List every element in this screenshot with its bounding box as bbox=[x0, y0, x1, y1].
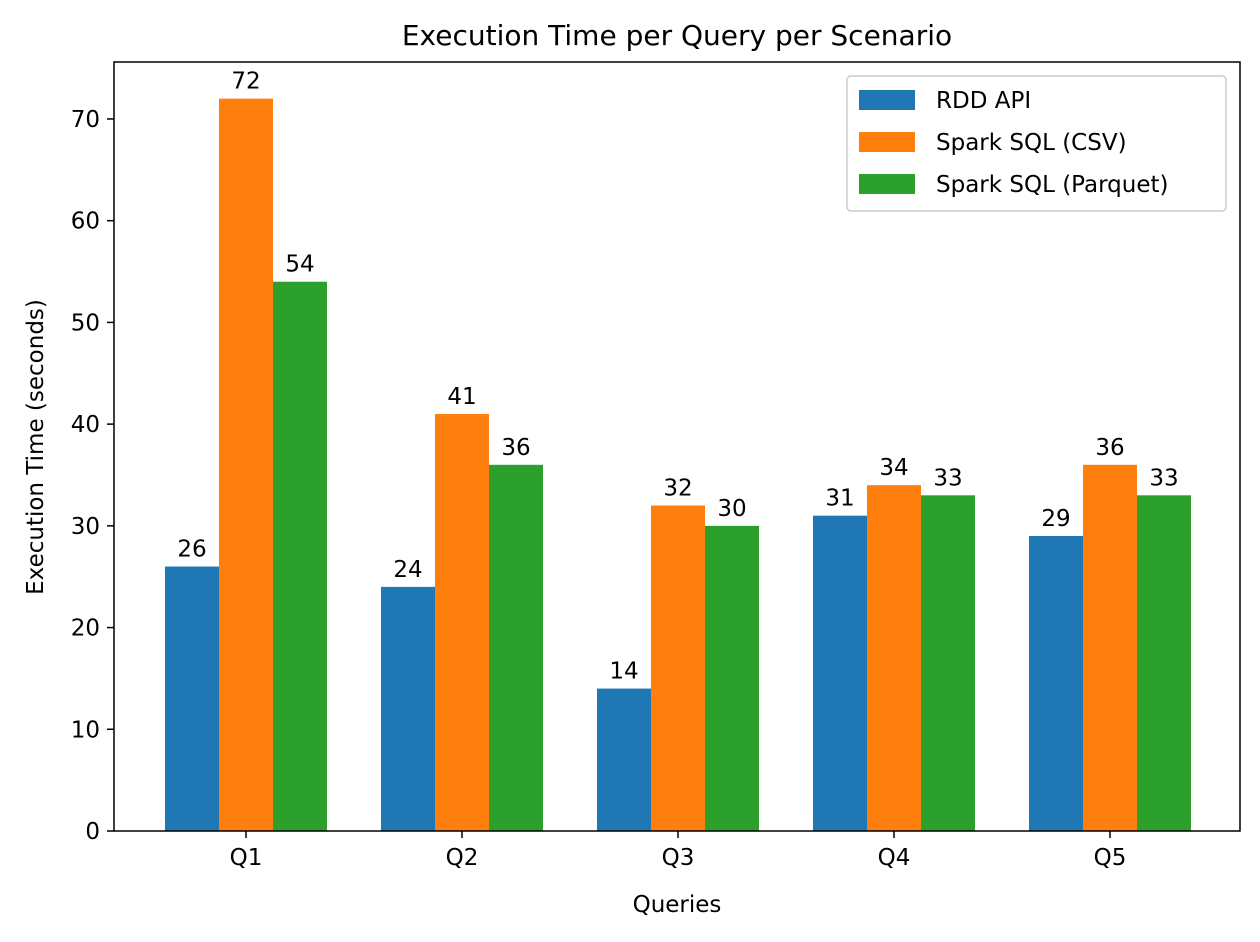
legend-label: Spark SQL (Parquet) bbox=[936, 172, 1168, 198]
y-tick-label: 30 bbox=[71, 514, 100, 540]
plot-area: 26 24 14 31 29 72 41 32 34 36 54 36 30 33 33 0 10 20 30 40 5… bbox=[71, 61, 1241, 871]
data-label: 33 bbox=[1149, 465, 1178, 491]
x-tick-label: Q2 bbox=[446, 845, 479, 871]
bar-q2-series-2 bbox=[435, 413, 489, 831]
bar-q4-series-2 bbox=[867, 485, 921, 831]
y-tick-label: 70 bbox=[71, 107, 100, 133]
data-label: 26 bbox=[177, 537, 206, 563]
bar-q3-series-1 bbox=[597, 688, 651, 831]
y-tick-label: 10 bbox=[71, 717, 100, 743]
chart-title: Execution Time per Query per Scenario bbox=[402, 19, 952, 52]
legend-swatch bbox=[859, 174, 915, 194]
bar-q5-series-2 bbox=[1083, 464, 1137, 831]
data-label: 36 bbox=[1095, 435, 1124, 461]
bar-q5-series-3 bbox=[1137, 495, 1191, 831]
x-axis-label: Queries bbox=[633, 892, 722, 918]
data-label: 72 bbox=[231, 69, 260, 95]
data-label: 32 bbox=[663, 475, 692, 501]
data-label: 29 bbox=[1041, 506, 1070, 532]
y-axis-label: Execution Time (seconds) bbox=[23, 299, 49, 595]
legend-label: Spark SQL (CSV) bbox=[936, 130, 1127, 156]
data-label: 54 bbox=[285, 252, 314, 278]
y-tick-label: 0 bbox=[85, 819, 100, 845]
data-label: 14 bbox=[609, 659, 638, 685]
bar-q1-series-1 bbox=[165, 566, 219, 831]
legend-label: RDD API bbox=[936, 88, 1031, 114]
bar-q2-series-3 bbox=[489, 464, 543, 831]
legend-swatch bbox=[859, 90, 915, 110]
bar-q3-series-2 bbox=[651, 505, 705, 831]
x-tick-label: Q3 bbox=[662, 845, 695, 871]
data-label: 30 bbox=[717, 496, 746, 522]
y-tick-label: 20 bbox=[71, 616, 100, 642]
x-tick-label: Q4 bbox=[878, 845, 911, 871]
bar-q5-series-1 bbox=[1029, 536, 1083, 831]
bar-q1-series-3 bbox=[273, 281, 327, 831]
axes-frame bbox=[113, 61, 1241, 832]
bar-q1-series-2 bbox=[219, 98, 273, 832]
data-label: 24 bbox=[393, 557, 422, 583]
bar-q4-series-3 bbox=[921, 495, 975, 831]
x-tick-label: Q1 bbox=[230, 845, 263, 871]
data-label: 34 bbox=[879, 455, 908, 481]
bar-q3-series-3 bbox=[705, 525, 759, 831]
data-label: 33 bbox=[933, 465, 962, 491]
legend: RDD API Spark SQL (CSV) Spark SQL (Parquet… bbox=[846, 75, 1227, 212]
data-label: 41 bbox=[447, 384, 476, 410]
data-label: 36 bbox=[501, 435, 530, 461]
y-tick-label: 60 bbox=[71, 209, 100, 235]
data-label: 31 bbox=[825, 486, 854, 512]
legend-swatch bbox=[859, 132, 915, 152]
x-tick-label: Q5 bbox=[1094, 845, 1127, 871]
bar-q2-series-1 bbox=[381, 586, 435, 831]
bar-q4-series-1 bbox=[813, 515, 867, 831]
y-tick-label: 40 bbox=[71, 412, 100, 438]
legend-box bbox=[846, 75, 1227, 212]
y-tick-label: 50 bbox=[71, 310, 100, 336]
